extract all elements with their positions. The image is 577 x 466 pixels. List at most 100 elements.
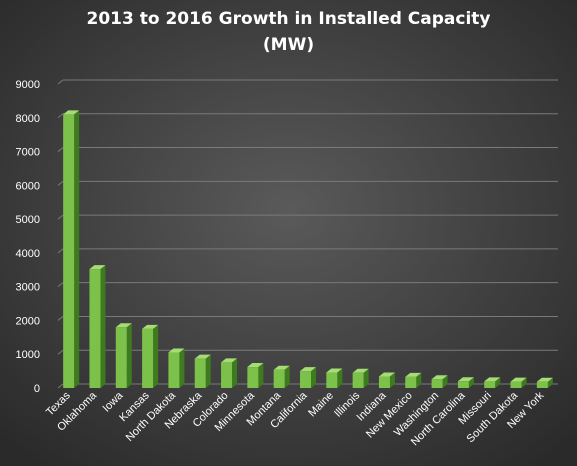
bar-front [510, 381, 522, 388]
bar [194, 354, 211, 388]
bar-side [311, 367, 316, 388]
bar-side [468, 377, 474, 388]
bar-side [442, 375, 448, 388]
bar [115, 323, 132, 388]
bar-front [89, 269, 101, 388]
bar-front [273, 369, 285, 388]
bar-front [168, 352, 180, 388]
bar-front [300, 371, 311, 388]
bar-top [300, 367, 316, 372]
bar [378, 372, 395, 388]
bar [273, 365, 290, 388]
y-tick-label: 9000 [16, 79, 40, 91]
y-tick-label: 3000 [16, 282, 40, 294]
y-axis-ticks: 0 1000 2000 3000 4000 5000 6000 7000 8000 9000 [16, 79, 40, 395]
chart-title-line1: 2013 to 2016 Growth in Installed Capacit… [86, 9, 490, 29]
bar-front [431, 379, 443, 388]
bar [168, 348, 185, 388]
bar-front [142, 328, 154, 388]
y-tick-label: 8000 [16, 113, 40, 125]
bar-top [221, 358, 238, 363]
bar [89, 265, 106, 388]
bar-side [153, 324, 159, 388]
bar-top [405, 372, 422, 377]
gridline-depth [57, 113, 64, 119]
bar-top [484, 377, 501, 382]
bar-side [74, 110, 80, 389]
bar [510, 377, 527, 388]
bar [142, 324, 159, 388]
bar [247, 363, 264, 388]
bar [221, 358, 238, 388]
bar-top [115, 323, 132, 328]
bar-front [457, 381, 469, 388]
bar-top [273, 365, 290, 370]
bar-front [378, 376, 390, 388]
bar-front [484, 381, 496, 388]
bar [484, 377, 501, 388]
bar [457, 377, 474, 388]
bar-top [510, 377, 527, 382]
bar-front [63, 114, 75, 389]
bar [536, 377, 553, 388]
bar-top [378, 372, 395, 377]
bar-top [168, 348, 185, 353]
y-tick-label: 7000 [16, 147, 40, 159]
bar-top [536, 377, 553, 382]
bar-top [89, 265, 106, 270]
gridline-depth [57, 248, 64, 254]
y-tick-label: 4000 [16, 248, 40, 260]
bar-front [405, 376, 417, 388]
bar [300, 367, 316, 388]
bar-front [536, 381, 548, 388]
bar-side [258, 363, 264, 388]
gridline-depth [57, 147, 64, 152]
gridline-depth [57, 383, 64, 389]
bar-side [495, 377, 501, 388]
bar-top [457, 377, 474, 382]
bar-top [247, 363, 264, 368]
bar-side [416, 372, 422, 388]
bar-side [389, 372, 395, 388]
gridline-depth [57, 316, 64, 321]
bar-side [547, 377, 553, 388]
bar [63, 110, 80, 389]
bar-side [100, 265, 106, 388]
bar-front [352, 372, 364, 388]
bar-side [521, 377, 527, 388]
bar-top [142, 324, 159, 329]
bar-side [205, 354, 211, 388]
bar-front [326, 372, 338, 388]
bar-side [179, 348, 185, 388]
y-tick-label: 5000 [16, 214, 40, 226]
bar-front [115, 327, 127, 388]
y-tick-label: 2000 [16, 315, 40, 327]
gridline-depth [57, 79, 64, 85]
bar [352, 368, 369, 388]
bar [326, 368, 343, 388]
y-tick-label: 1000 [16, 349, 40, 361]
bar-top [352, 368, 369, 373]
gridline-depth [57, 282, 64, 288]
bar-front [194, 358, 206, 388]
gridline-depth [57, 349, 64, 355]
bar-side [284, 365, 290, 388]
bar-side [232, 358, 238, 388]
gridline-depth [57, 214, 64, 220]
y-tick-label: 0 [34, 383, 40, 395]
bar-top [326, 368, 343, 373]
bar-front [247, 367, 259, 388]
bar-front [221, 362, 233, 388]
bar [431, 375, 448, 388]
gridline-depth [57, 180, 64, 186]
y-tick-label: 6000 [16, 180, 40, 192]
bars [63, 110, 553, 389]
bar-side [337, 368, 343, 388]
bar-top [431, 375, 448, 380]
bar-top [63, 110, 80, 115]
bar-side [363, 368, 369, 388]
bar [405, 372, 422, 388]
